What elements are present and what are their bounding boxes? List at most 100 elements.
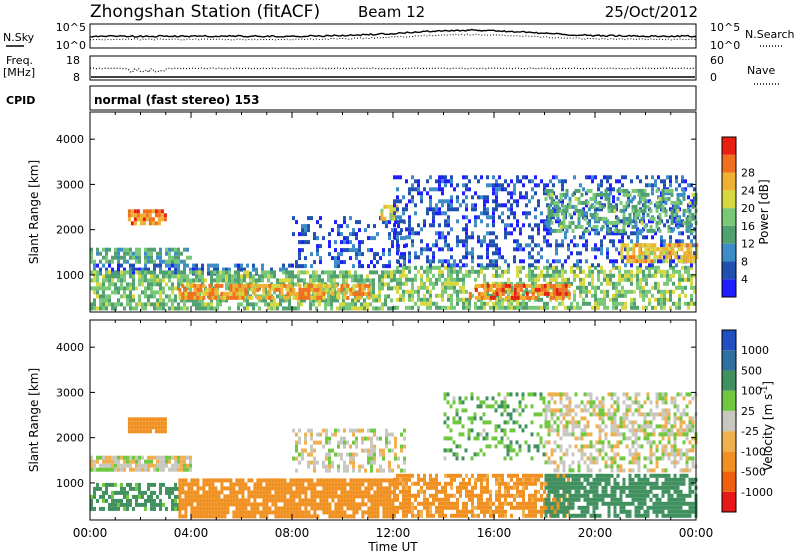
heatmap-cell	[183, 302, 186, 307]
heatmap-cell	[438, 509, 441, 514]
heatmap-cell	[498, 265, 501, 270]
heatmap-cell	[331, 228, 334, 233]
heatmap-cell	[304, 440, 307, 445]
heatmap-cell	[201, 274, 204, 279]
heatmap-cell	[396, 231, 399, 236]
heatmap-cell	[589, 212, 593, 217]
heatmap-cell	[414, 211, 417, 216]
heatmap-cell	[555, 251, 558, 256]
heatmap-cell	[364, 490, 368, 495]
heatmap-cell	[99, 267, 102, 272]
heatmap-cell	[144, 270, 147, 275]
heatmap-cell	[138, 486, 141, 491]
heatmap-cell	[333, 270, 336, 275]
heatmap-cell	[522, 505, 525, 510]
heatmap-cell	[531, 287, 535, 292]
heatmap-cell	[621, 289, 624, 294]
heatmap-cell	[133, 417, 137, 422]
heatmap-cell	[220, 295, 224, 300]
heatmap-cell	[396, 485, 399, 490]
heatmap-cell	[150, 278, 153, 283]
heatmap-cell	[579, 183, 582, 188]
heatmap-cell	[393, 513, 396, 518]
heatmap-cell	[510, 231, 513, 236]
heatmap-cell	[340, 514, 344, 519]
heatmap-cell	[148, 213, 152, 218]
heatmap-cell	[367, 287, 371, 292]
heatmap-cell	[168, 259, 171, 264]
heatmap-cell	[373, 452, 376, 457]
heatmap-cell	[543, 481, 546, 486]
heatmap-cell	[441, 513, 444, 518]
heatmap-cell	[420, 485, 423, 490]
heatmap-cell	[346, 224, 349, 229]
heatmap-cell	[385, 498, 389, 503]
heatmap-cell	[148, 421, 152, 426]
heatmap-cell	[349, 287, 353, 292]
heatmap-cell	[198, 302, 201, 307]
heatmap-cell	[117, 459, 120, 464]
heatmap-cell	[105, 286, 108, 291]
heatmap-cell	[196, 482, 200, 487]
heatmap-cell	[647, 259, 651, 264]
heatmap-cell	[562, 224, 566, 229]
heatmap-cell	[379, 468, 382, 473]
heatmap-cell	[237, 278, 240, 283]
heatmap-cell	[319, 490, 323, 495]
heatmap-cell	[429, 203, 432, 208]
heatmap-cell	[525, 473, 528, 478]
heatmap-cell	[591, 293, 594, 298]
heatmap-cell	[388, 498, 392, 503]
heatmap-cell	[525, 305, 528, 310]
heatmap-cell	[588, 175, 591, 180]
heatmap-cell	[126, 459, 129, 464]
heatmap-cell	[633, 301, 636, 306]
heatmap-cell	[615, 247, 618, 252]
heatmap-cell	[438, 305, 441, 310]
heatmap-cell	[498, 281, 501, 286]
heatmap-cell	[574, 204, 578, 209]
heatmap-cell	[120, 282, 123, 287]
heatmap-cell	[171, 502, 174, 507]
heatmap-cell	[630, 179, 633, 184]
heatmap-cell	[585, 259, 588, 264]
heatmap-cell	[640, 188, 644, 193]
heatmap-cell	[208, 287, 212, 292]
heatmap-cell	[495, 273, 498, 278]
heatmap-cell	[501, 183, 504, 188]
heatmap-cell	[289, 498, 293, 503]
heatmap-cell	[187, 490, 191, 495]
heatmap-cell	[450, 277, 453, 282]
heatmap-cell	[168, 263, 171, 268]
heatmap-cell	[474, 215, 477, 220]
heatmap-cell	[217, 498, 221, 503]
heatmap-cell	[624, 301, 627, 306]
heatmap-cell	[262, 514, 266, 519]
heatmap-cell	[298, 494, 302, 499]
heatmap-cell	[165, 459, 168, 464]
heatmap-cell	[177, 263, 180, 268]
heatmap-cell	[544, 188, 548, 193]
heatmap-cell	[400, 228, 403, 233]
heatmap-cell	[498, 489, 501, 494]
heatmap-cell	[250, 494, 254, 499]
heatmap-cell	[432, 477, 435, 482]
heatmap-cell	[552, 259, 555, 264]
heatmap-cell	[141, 502, 144, 507]
heatmap-cell	[654, 269, 657, 274]
heatmap-cell	[352, 490, 356, 495]
heatmap-cell	[647, 251, 651, 256]
heatmap-cell	[391, 506, 395, 511]
heatmap-cell	[367, 283, 371, 288]
heatmap-cell	[139, 221, 143, 226]
heatmap-cell	[327, 286, 330, 291]
heatmap-cell	[108, 294, 111, 299]
heatmap-cell	[444, 497, 447, 502]
heatmap-cell	[651, 285, 654, 290]
heatmap-cell	[480, 509, 483, 514]
heatmap-cell	[223, 510, 227, 515]
heatmap-cell	[492, 273, 495, 278]
heatmap-cell	[102, 463, 105, 468]
heatmap-cell	[261, 267, 264, 272]
heatmap-cell	[145, 209, 149, 214]
